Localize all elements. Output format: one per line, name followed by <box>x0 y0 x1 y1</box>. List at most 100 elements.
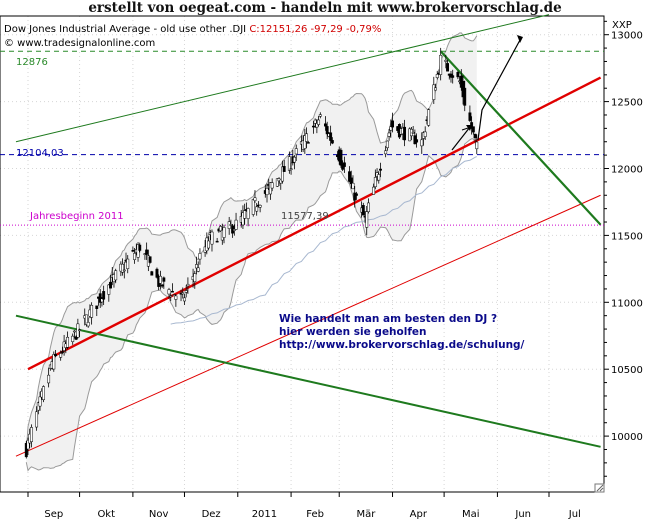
candle-down <box>342 162 346 167</box>
candle-up <box>255 206 259 212</box>
year-start-label: Jahresbeginn 2011 <box>29 211 124 222</box>
trend-lines <box>15 14 602 457</box>
candle-up <box>258 204 262 208</box>
candle-up <box>372 186 376 195</box>
candle-up <box>183 297 186 302</box>
y-tick-label: 13000 <box>611 31 643 42</box>
candle-down <box>451 75 455 78</box>
candle-up <box>172 294 176 296</box>
x-tick-label: Mai <box>462 509 480 520</box>
candle-up <box>265 188 269 196</box>
grid <box>0 16 604 492</box>
candle-up <box>315 123 319 128</box>
x-tick-label: 2011 <box>252 509 277 520</box>
candle-up <box>385 140 389 149</box>
candle-up <box>384 150 388 155</box>
candle-up <box>72 330 76 333</box>
y-tick-label: 12500 <box>611 98 643 109</box>
candle-up <box>36 402 40 411</box>
candle-down <box>456 72 460 78</box>
x-tick-label: Feb <box>306 509 324 520</box>
candle-up <box>181 292 185 295</box>
x-tick-label: Apr <box>410 509 428 520</box>
candle-up <box>71 335 75 342</box>
candle-up <box>281 166 284 182</box>
candle-down <box>446 63 450 72</box>
candle-up <box>389 126 393 131</box>
note-line-help: hier werden sie geholfen <box>279 326 427 338</box>
candle-down <box>148 256 152 263</box>
y-tick-label: 11000 <box>611 298 643 309</box>
candle-up <box>411 132 415 134</box>
legend-copyright: © www.tradesignalonline.com <box>4 38 155 49</box>
small-arrow-head <box>466 125 472 131</box>
candle-down <box>354 193 358 196</box>
small-arrow-line <box>451 126 471 151</box>
candle-down <box>348 171 351 182</box>
level-support-label: 12104,03 <box>16 148 64 159</box>
candle-up <box>38 396 42 407</box>
candle-up <box>475 141 479 150</box>
band-upper <box>25 32 478 452</box>
candle-up <box>186 283 190 287</box>
candle-up <box>121 263 125 273</box>
candle-up <box>59 353 63 358</box>
candle-up <box>126 258 130 269</box>
candle-up <box>184 290 188 293</box>
candle-down <box>415 139 419 143</box>
candle-up <box>434 87 437 91</box>
green-channel-trendline <box>15 314 601 448</box>
candle-down <box>329 132 333 141</box>
candle-down <box>162 277 166 282</box>
y-tick-label: 12000 <box>611 165 643 176</box>
band-fill <box>26 32 477 471</box>
candle-up <box>423 131 427 137</box>
candle-up <box>47 374 51 384</box>
y-tick-label: 10500 <box>611 365 643 376</box>
candle-down <box>150 271 154 276</box>
candle-up <box>253 197 257 201</box>
bollinger-band <box>25 32 478 472</box>
candle-down <box>468 112 472 121</box>
candle-up <box>107 284 111 295</box>
candle-up <box>78 329 82 331</box>
candle-down <box>54 353 57 357</box>
candle-up <box>313 119 317 124</box>
candle-down <box>60 351 64 353</box>
candle-up <box>114 270 118 281</box>
candle-down <box>138 244 142 251</box>
candle-up <box>303 135 307 149</box>
candle-down <box>324 123 327 127</box>
low-value-label: 11577,39 <box>281 211 329 222</box>
candle-down <box>95 305 99 309</box>
candle-up <box>122 269 126 272</box>
candle-down <box>471 126 475 133</box>
small-arrow-stem <box>461 127 469 131</box>
candle-up <box>193 273 197 282</box>
candle-down <box>311 125 315 128</box>
candle-up <box>351 182 355 190</box>
candle-down <box>131 250 135 252</box>
band-lower <box>25 138 478 472</box>
candle-down <box>361 205 365 216</box>
candle-up <box>234 219 238 230</box>
x-tick-label: Okt <box>97 509 115 520</box>
candle-up <box>317 119 321 125</box>
candle-up <box>86 322 90 327</box>
candle-down <box>215 240 219 243</box>
candle-up <box>305 133 309 142</box>
candle-up <box>136 244 140 258</box>
y-tick-label: 10000 <box>611 432 643 443</box>
candle-up <box>275 178 279 187</box>
note-line-question: Wie handelt man am besten den DJ ? <box>279 313 497 325</box>
candle-up <box>251 199 255 215</box>
candle-up <box>169 295 173 298</box>
candle-up <box>229 224 233 226</box>
y-tick-label: 11500 <box>611 231 643 242</box>
candle-up <box>293 156 296 163</box>
candlesticks <box>24 47 479 459</box>
candle-up <box>198 253 202 260</box>
resize-grip-icon <box>596 484 604 492</box>
candle-up <box>196 267 200 272</box>
candle-down <box>170 290 174 293</box>
